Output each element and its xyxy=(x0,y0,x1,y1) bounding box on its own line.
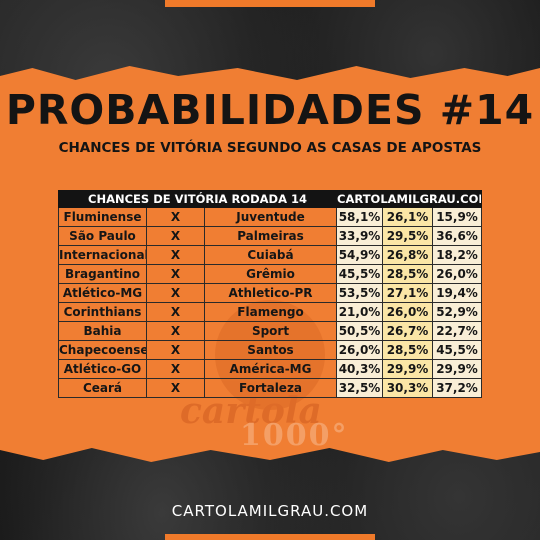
table-header-round: CHANCES DE VITÓRIA RODADA 14 xyxy=(57,190,338,208)
table-row: Internacional X Cuiabá 54,9% 26,8% 18,2% xyxy=(58,245,483,265)
draw-probability-cell: 26,0% xyxy=(382,302,434,322)
versus-cell: X xyxy=(146,207,205,227)
home-team-cell: Ceará xyxy=(58,378,147,398)
versus-cell: X xyxy=(146,340,205,360)
away-team-cell: Athletico-PR xyxy=(203,283,338,303)
away-win-probability-cell: 29,9% xyxy=(432,359,483,379)
away-win-probability-cell: 15,9% xyxy=(432,207,483,227)
home-team-cell: Corinthians xyxy=(58,302,147,322)
versus-cell: X xyxy=(146,245,205,265)
draw-probability-cell: 27,1% xyxy=(382,283,434,303)
away-team-cell: Juventude xyxy=(203,207,338,227)
away-win-probability-cell: 45,5% xyxy=(432,340,483,360)
away-team-cell: Grêmio xyxy=(203,264,338,284)
away-team-cell: América-MG xyxy=(203,359,338,379)
draw-probability-cell: 30,3% xyxy=(382,378,434,398)
page-subtitle: CHANCES DE VITÓRIA SEGUNDO AS CASAS DE A… xyxy=(58,140,482,156)
draw-probability-cell: 28,5% xyxy=(382,264,434,284)
away-win-probability-cell: 19,4% xyxy=(432,283,483,303)
table-row: São Paulo X Palmeiras 33,9% 29,5% 36,6% xyxy=(58,226,483,246)
home-win-probability-cell: 33,9% xyxy=(336,226,384,246)
away-team-cell: Palmeiras xyxy=(203,226,338,246)
table-body: Fluminense X Juventude 58,1% 26,1% 15,9% São P… xyxy=(58,207,483,398)
versus-cell: X xyxy=(146,283,205,303)
versus-cell: X xyxy=(146,264,205,284)
win-probability-table: CHANCES DE VITÓRIA RODADA 14 CARTOLAMILG… xyxy=(57,190,483,398)
away-win-probability-cell: 22,7% xyxy=(432,321,483,341)
home-win-probability-cell: 58,1% xyxy=(336,207,384,227)
table-header-row: CHANCES DE VITÓRIA RODADA 14 CARTOLAMILG… xyxy=(57,190,483,208)
versus-cell: X xyxy=(146,226,205,246)
home-win-probability-cell: 26,0% xyxy=(336,340,384,360)
away-team-cell: Sport xyxy=(203,321,338,341)
home-win-probability-cell: 54,9% xyxy=(336,245,384,265)
away-team-cell: Flamengo xyxy=(203,302,338,322)
table-row: Chapecoense X Santos 26,0% 28,5% 45,5% xyxy=(58,340,483,360)
table-row: Atlético-MG X Athletico-PR 53,5% 27,1% 19,4% xyxy=(58,283,483,303)
home-team-cell: Internacional xyxy=(58,245,147,265)
away-team-cell: Santos xyxy=(203,340,338,360)
versus-cell: X xyxy=(146,359,205,379)
home-team-cell: Atlético-GO xyxy=(58,359,147,379)
away-team-cell: Cuiabá xyxy=(203,245,338,265)
draw-probability-cell: 29,9% xyxy=(382,359,434,379)
versus-cell: X xyxy=(146,321,205,341)
table-row: Bahia X Sport 50,5% 26,7% 22,7% xyxy=(58,321,483,341)
draw-probability-cell: 26,1% xyxy=(382,207,434,227)
home-team-cell: Atlético-MG xyxy=(58,283,147,303)
home-win-probability-cell: 45,5% xyxy=(336,264,384,284)
home-team-cell: Bahia xyxy=(58,321,147,341)
home-team-cell: Fluminense xyxy=(58,207,147,227)
page-title: PROBABILIDADES #14 xyxy=(5,86,535,134)
home-team-cell: São Paulo xyxy=(58,226,147,246)
home-win-probability-cell: 50,5% xyxy=(336,321,384,341)
top-accent-bar xyxy=(165,0,375,7)
table-header-site: CARTOLAMILGRAU.COM xyxy=(336,190,483,208)
draw-probability-cell: 29,5% xyxy=(382,226,434,246)
away-team-cell: Fortaleza xyxy=(203,378,338,398)
table-row: Fluminense X Juventude 58,1% 26,1% 15,9% xyxy=(58,207,483,227)
home-win-probability-cell: 40,3% xyxy=(336,359,384,379)
table-row: Bragantino X Grêmio 45,5% 28,5% 26,0% xyxy=(58,264,483,284)
home-win-probability-cell: 32,5% xyxy=(336,378,384,398)
draw-probability-cell: 26,7% xyxy=(382,321,434,341)
versus-cell: X xyxy=(146,378,205,398)
table-row: Ceará X Fortaleza 32,5% 30,3% 37,2% xyxy=(58,378,483,398)
away-win-probability-cell: 37,2% xyxy=(432,378,483,398)
versus-cell: X xyxy=(146,302,205,322)
away-win-probability-cell: 18,2% xyxy=(432,245,483,265)
draw-probability-cell: 26,8% xyxy=(382,245,434,265)
away-win-probability-cell: 36,6% xyxy=(432,226,483,246)
draw-probability-cell: 28,5% xyxy=(382,340,434,360)
away-win-probability-cell: 52,9% xyxy=(432,302,483,322)
table-row: Atlético-GO X América-MG 40,3% 29,9% 29,9% xyxy=(58,359,483,379)
home-team-cell: Bragantino xyxy=(58,264,147,284)
bottom-accent-bar xyxy=(165,534,375,540)
home-win-probability-cell: 53,5% xyxy=(336,283,384,303)
footer-site-link[interactable]: CARTOLAMILGRAU.COM xyxy=(171,502,369,520)
home-win-probability-cell: 21,0% xyxy=(336,302,384,322)
table-row: Corinthians X Flamengo 21,0% 26,0% 52,9% xyxy=(58,302,483,322)
away-win-probability-cell: 26,0% xyxy=(432,264,483,284)
home-team-cell: Chapecoense xyxy=(58,340,147,360)
